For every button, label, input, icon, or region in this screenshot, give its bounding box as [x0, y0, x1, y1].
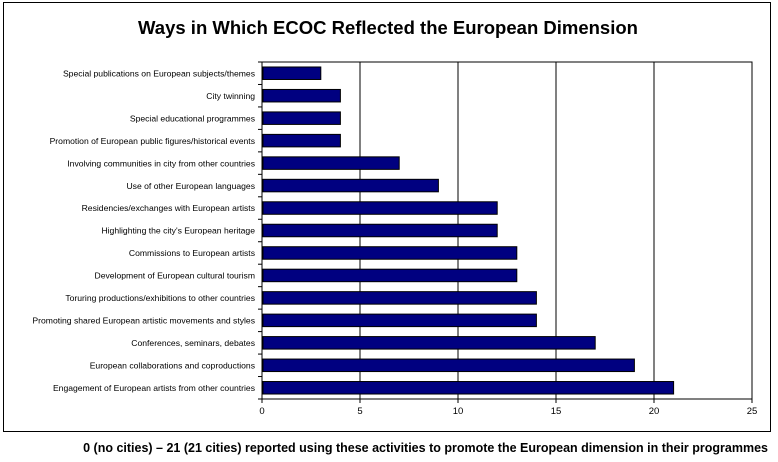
category-label: Toruring productions/exhibitions to othe… — [65, 293, 255, 303]
bar — [262, 358, 635, 373]
chart-frame: Ways in Which ECOC Reflected the Europea… — [3, 2, 771, 432]
bar — [262, 381, 675, 395]
x-tick-label: 0 — [259, 406, 264, 417]
category-label: Residencies/exchanges with European arti… — [82, 203, 255, 213]
bar — [262, 88, 341, 103]
bar — [262, 111, 341, 125]
bar — [262, 156, 400, 170]
category-label: Promotion of European public figures/his… — [50, 136, 255, 146]
category-label: Highlighting the city's European heritag… — [101, 226, 255, 236]
bar — [262, 268, 518, 283]
x-tick-label: 25 — [747, 406, 758, 417]
category-label: Conferences, seminars, debates — [131, 338, 255, 348]
bar — [262, 66, 322, 80]
x-tick-label: 15 — [551, 406, 562, 417]
bar-chart: Ways in Which ECOC Reflected the Europea… — [32, 17, 758, 417]
x-tick-label: 5 — [357, 406, 362, 417]
category-label: Engagement of European artists from othe… — [53, 383, 255, 393]
category-label: Special publications on European subject… — [63, 68, 255, 78]
bar — [262, 336, 596, 350]
plot-border — [261, 61, 753, 400]
chart-title: Ways in Which ECOC Reflected the Europea… — [138, 17, 638, 38]
bar — [262, 246, 518, 260]
category-label: Involving communities in city from other… — [67, 158, 255, 168]
plot-area: 0 5 10 15 20 25 Special publications on Europe… — [32, 61, 758, 417]
category-label: Commissions to European artists — [129, 248, 255, 258]
footnote: 0 (no cities) – 21 (21 cities) reported … — [83, 441, 768, 455]
bar — [262, 223, 498, 238]
bar — [262, 201, 498, 215]
category-label: Development of European cultural tourism — [95, 271, 256, 281]
bar — [262, 313, 537, 328]
x-tick-label: 20 — [649, 406, 660, 417]
bar — [262, 291, 537, 305]
category-label: City twinning — [206, 91, 255, 101]
bar — [262, 178, 439, 193]
bar — [262, 133, 341, 148]
category-label: Promoting shared European artistic movem… — [32, 316, 255, 326]
category-label: Special educational programmes — [130, 113, 255, 123]
x-tick-label: 10 — [453, 406, 464, 417]
category-label: Use of other European languages — [126, 181, 255, 191]
category-label: European collaborations and coproduction… — [90, 361, 255, 371]
